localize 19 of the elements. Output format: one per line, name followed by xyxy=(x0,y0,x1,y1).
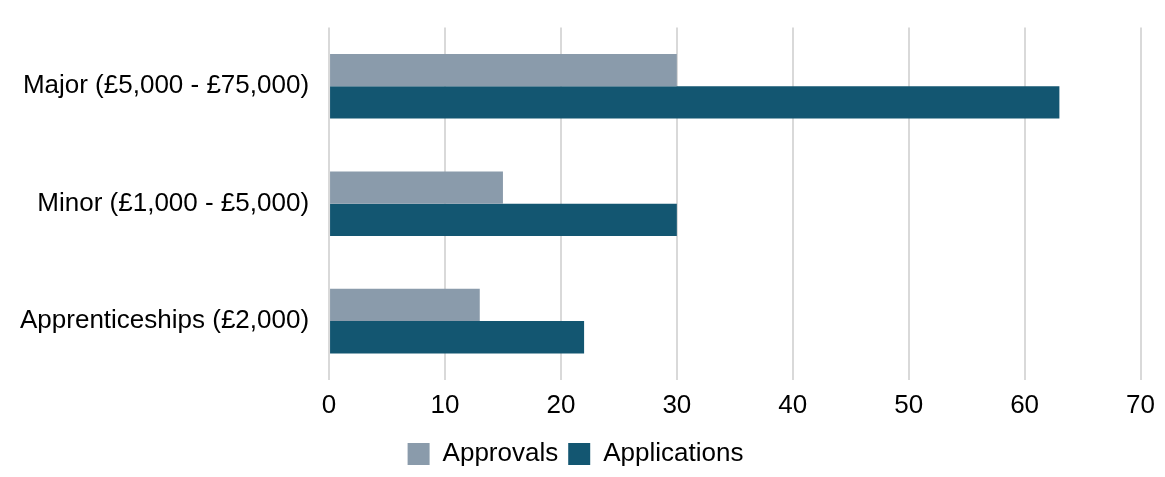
bar xyxy=(330,54,677,87)
x-tick-label: 60 xyxy=(1010,388,1040,419)
bar xyxy=(330,86,1060,119)
bar xyxy=(330,203,677,236)
bar xyxy=(330,171,503,204)
legend-label: Approvals xyxy=(442,437,559,468)
x-tick-label: 50 xyxy=(894,388,924,419)
x-tick-label: 0 xyxy=(321,388,337,419)
legend-label: Applications xyxy=(603,437,744,468)
x-tick-label: 20 xyxy=(546,388,576,419)
y-tick-label: Minor (£1,000 - £5,000) xyxy=(37,186,310,217)
x-tick-label: 40 xyxy=(778,388,808,419)
x-tick-label: 10 xyxy=(430,388,460,419)
y-tick-label: Major (£5,000 - £75,000) xyxy=(22,69,310,100)
x-tick-label: 70 xyxy=(1126,388,1155,419)
x-tick-label: 30 xyxy=(662,388,692,419)
y-tick-label: Apprenticeships (£2,000) xyxy=(20,304,310,335)
bar xyxy=(330,288,480,322)
bar xyxy=(330,321,585,354)
